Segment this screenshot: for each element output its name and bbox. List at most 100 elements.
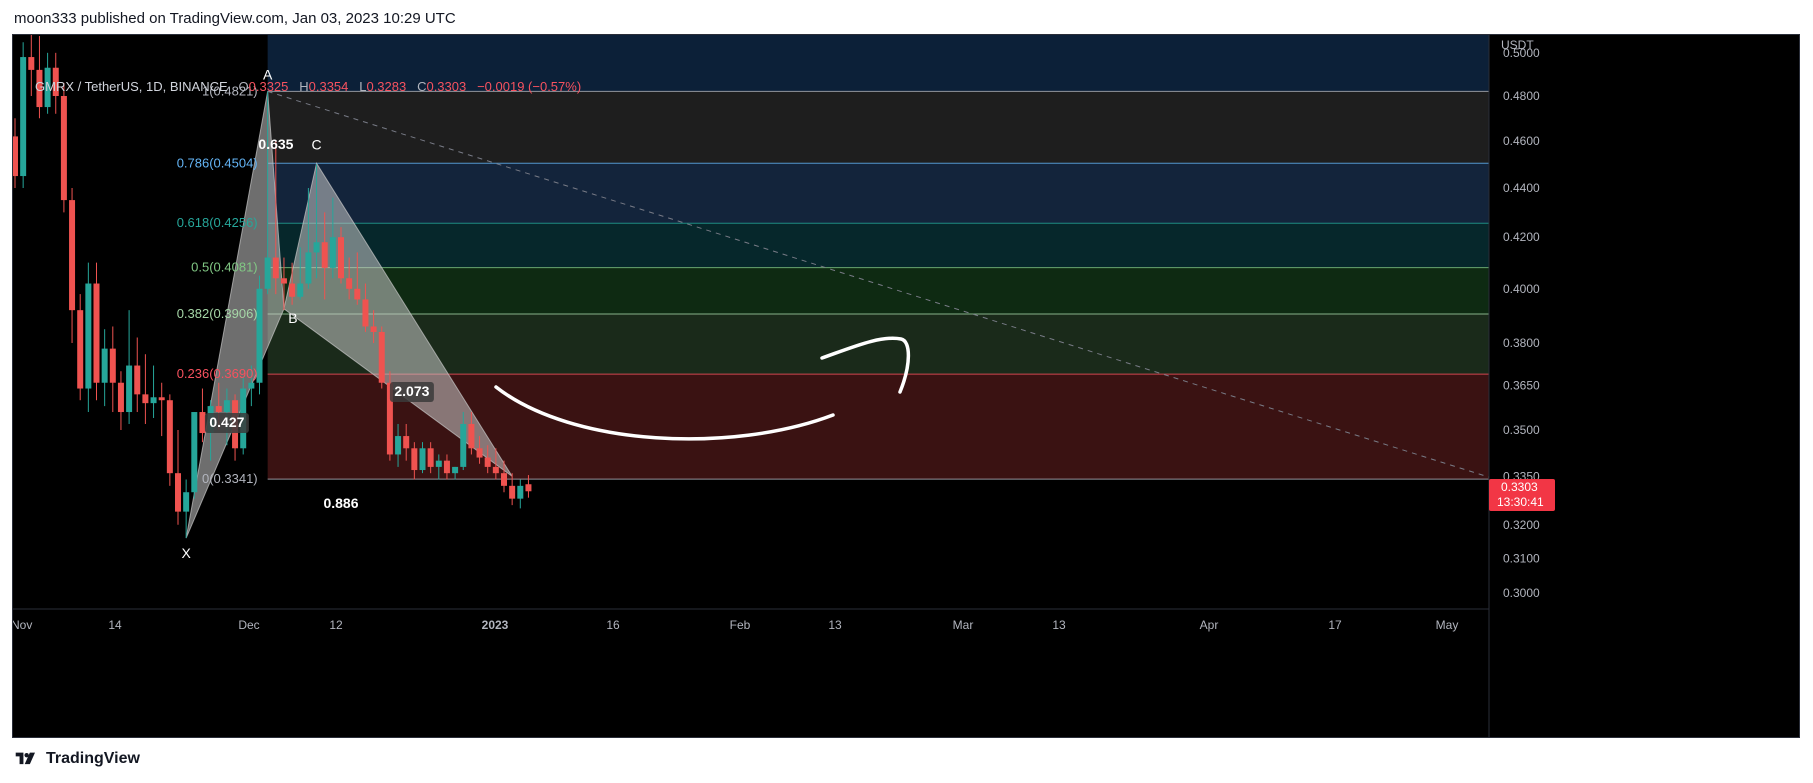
candle-body [338, 237, 344, 279]
candle-body [468, 423, 475, 449]
candle-body [411, 448, 418, 471]
candle-body [199, 412, 206, 434]
high-value: 0.3354 [308, 79, 349, 94]
fib-zone-0.5 [267, 267, 1489, 314]
fib-label-0.5: 0.5(0.4081) [191, 260, 258, 275]
current-price-badge: 0.3303 13:30:41 [1489, 479, 1555, 511]
candle-body [354, 288, 361, 300]
price-axis-unit: USDT [1501, 38, 1534, 52]
candle-body [297, 283, 304, 297]
time-tick: 12 [329, 618, 343, 632]
candle-body [321, 242, 328, 268]
candle-body [509, 485, 516, 499]
projected-move-arrow [494, 385, 835, 441]
current-price-label: 0.3303 [1501, 480, 1538, 494]
time-tick: Feb [730, 618, 751, 632]
candle-body [452, 466, 459, 474]
candle-body [427, 448, 434, 467]
time-tick: 13 [828, 618, 842, 632]
price-tick: 0.3650 [1503, 379, 1540, 393]
countdown-label: 13:30:41 [1497, 495, 1544, 509]
candle-body [101, 348, 108, 383]
publisher-line: moon333 published on TradingView.com, Ja… [14, 10, 456, 27]
candle-body [492, 466, 499, 474]
candle-body [20, 57, 27, 177]
point-label-X: X [181, 545, 191, 561]
candle-body [248, 382, 255, 389]
point-label-B: B [288, 310, 297, 326]
brand-name: TradingView [46, 750, 140, 767]
candle-body [443, 460, 450, 474]
chart-panel[interactable]: 1(0.4821) 0.786(0.4504) 0.618(0.4256) 0.5(0… [12, 34, 1800, 738]
candle-body [289, 283, 296, 297]
candle-body [117, 382, 124, 413]
open-value: 0.3325 [248, 79, 289, 94]
candle-body [109, 348, 116, 383]
candle-body [460, 423, 467, 467]
price-chart[interactable]: 1(0.4821) 0.786(0.4504) 0.618(0.4256) 0.5(0… [13, 35, 1799, 737]
point-label-A: A [263, 66, 273, 82]
arrow-tip [820, 336, 911, 394]
candle-body [272, 257, 279, 279]
candle-body [280, 278, 287, 284]
candle-body [329, 237, 336, 268]
price-tick: 0.4200 [1503, 230, 1540, 244]
candle-body [313, 242, 320, 253]
fib-zone-0.786 [267, 163, 1489, 224]
candle-body [134, 365, 141, 395]
candle-body [223, 400, 230, 413]
candle-body [378, 331, 385, 383]
time-tick: 17 [1328, 618, 1342, 632]
symbol-legend: GMRX / TetherUS, 1D, BINANCE O0.3325 H0.… [35, 79, 582, 94]
pattern-ratio-label: 0.886 [323, 495, 358, 511]
price-tick: 0.4800 [1503, 89, 1540, 103]
price-tick: 0.4000 [1503, 282, 1540, 296]
price-tick: 0.5000 [1503, 46, 1540, 60]
pattern-ratio-label: 0.635 [258, 136, 293, 152]
candle-body [346, 278, 353, 289]
time-tick: 13 [1052, 618, 1066, 632]
candle-body [264, 257, 271, 289]
candle-body [93, 283, 100, 383]
dashed-trendline [267, 90, 1490, 478]
candle-body [305, 252, 312, 284]
price-tick: 0.4600 [1503, 134, 1540, 148]
time-tick: Mar [953, 618, 974, 632]
candle-body [77, 310, 84, 389]
fib-label-0: 0(0.3341) [202, 471, 258, 486]
candle-body [403, 436, 410, 449]
candle-body [191, 412, 198, 493]
candle-body [484, 457, 491, 467]
candle-body [419, 448, 426, 471]
fib-label-0.382: 0.382(0.3906) [177, 306, 258, 321]
candle-body [69, 200, 76, 311]
change-value: −0.0019 (−0.57%) [477, 79, 582, 94]
time-axis: Nov 14 Dec 12 2023 16 Feb 13 Mar 13 Apr 17 May [13, 618, 1458, 632]
tradingview-brand[interactable]: TradingView [12, 750, 140, 768]
fib-zone-0.382 [267, 313, 1489, 375]
low-value: 0.3283 [366, 79, 407, 94]
symbol-name: GMRX / TetherUS, 1D, BINANCE [35, 79, 228, 94]
time-tick: 2023 [482, 618, 509, 632]
point-label-C: C [311, 136, 321, 152]
time-tick: Nov [13, 618, 32, 632]
candle-body [44, 67, 51, 108]
candle-body [370, 326, 377, 332]
fib-retracement-zones [267, 35, 1489, 480]
candle-body [256, 288, 263, 383]
time-tick: 16 [606, 618, 620, 632]
candle-body [435, 460, 442, 467]
time-tick: Dec [238, 618, 259, 632]
candle-body [215, 406, 222, 413]
close-value: 0.3303 [426, 79, 467, 94]
price-tick: 0.3500 [1503, 423, 1540, 437]
candle-body [175, 473, 181, 512]
fib-zone-0.618 [267, 223, 1489, 268]
candle-body [517, 485, 524, 499]
price-tick: 0.4400 [1503, 181, 1540, 195]
fib-label-0.618: 0.618(0.4256) [177, 215, 258, 230]
price-tick: 0.3100 [1503, 551, 1540, 565]
candle-body [52, 67, 59, 96]
time-tick: May [1436, 618, 1459, 632]
pattern-ratio-label: 2.073 [394, 383, 429, 399]
